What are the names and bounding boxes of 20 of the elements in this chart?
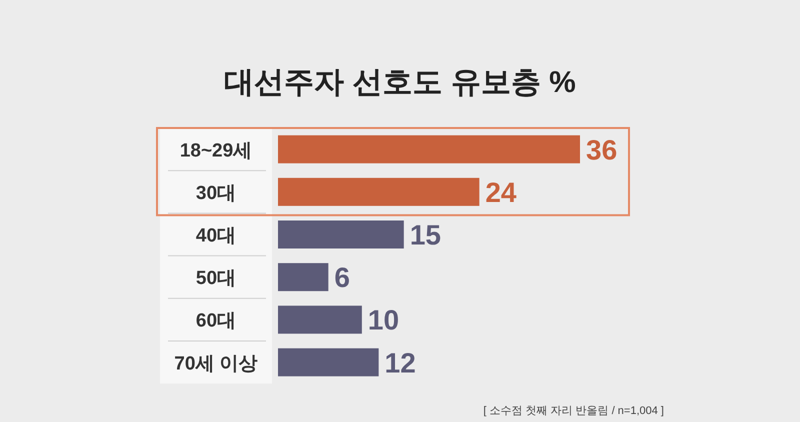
data-label: 24 [485,176,517,208]
bar [278,220,404,248]
bar [278,135,580,164]
data-label: 12 [384,347,416,378]
bar [278,306,362,334]
text: [ 소수점 첫째 자리 반올림 / n=1,004 ] [483,405,664,417]
y-tick-label: 70세 이상 [174,353,258,374]
bar [278,263,328,292]
data-label: 6 [334,262,350,294]
data-label: 10 [368,304,400,336]
bar [278,178,480,206]
y-tick-label: 30대 [196,182,236,204]
data-label: 15 [410,220,441,250]
y-tick-label: 18~29세 [180,140,252,162]
chart-title: 대선주자 선호도 유보층 % [224,66,576,99]
y-tick-label: 60대 [196,310,236,332]
bar [278,348,379,376]
data-label: 36 [586,134,618,166]
y-tick-label: 40대 [196,226,236,246]
y-tick-label: 50대 [196,268,236,290]
